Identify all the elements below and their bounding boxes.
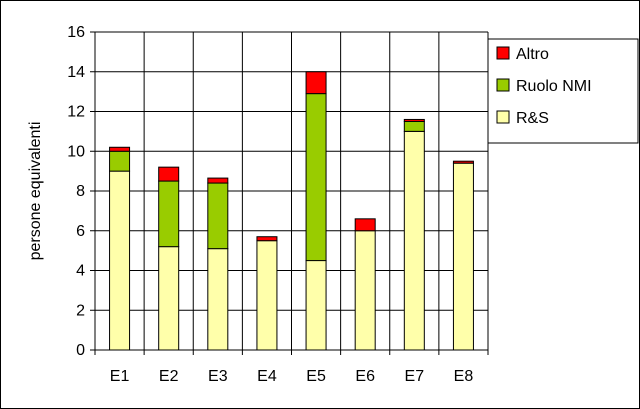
bar-E3-ruolo-nmi — [207, 182, 229, 250]
x-tick-labels: E1 E2 E3 E4 E5 E6 E7 E8 — [110, 368, 474, 385]
x-tick-label: E1 — [110, 368, 130, 385]
bar-E7-ruolo-nmi — [403, 120, 425, 132]
y-tick-label: 8 — [76, 183, 85, 200]
bars — [109, 71, 474, 351]
bar-E4-r-s — [256, 240, 278, 351]
y-tick-label: 14 — [67, 64, 85, 81]
bar-E7-r-s — [403, 130, 425, 351]
y-tick-label: 0 — [76, 342, 85, 359]
legend-label: Ruolo NMI — [516, 78, 592, 95]
gridlines — [94, 31, 489, 351]
bar-E1-altro — [109, 146, 131, 152]
bar-E2-ruolo-nmi — [158, 180, 180, 248]
bar-E5-altro — [305, 71, 327, 95]
legend-swatch — [496, 110, 510, 124]
x-tick-label: E5 — [306, 368, 326, 385]
legend-label: Altro — [516, 46, 549, 63]
axes — [90, 31, 489, 355]
bar-E5-ruolo-nmi — [305, 93, 327, 262]
legend-box — [487, 38, 639, 144]
bar-E3-r-s — [207, 248, 229, 351]
y-tick-label: 4 — [76, 263, 85, 280]
x-tick-label: E6 — [355, 368, 375, 385]
x-tick-label: E7 — [405, 368, 425, 385]
x-tick-label: E3 — [208, 368, 228, 385]
y-tick-label: 12 — [67, 104, 85, 121]
bar-E1-r-s — [109, 170, 131, 351]
legend-swatch — [496, 46, 510, 60]
y-tick-label: 10 — [67, 143, 85, 160]
legend: Altro Ruolo NMI R&S — [487, 38, 639, 144]
bar-E8-altro — [452, 160, 474, 164]
bar-E3-altro — [207, 177, 229, 184]
bar-E8-r-s — [452, 162, 474, 351]
bar-E4-altro — [256, 236, 278, 242]
bar-E1-ruolo-nmi — [109, 150, 131, 172]
x-tick-label: E4 — [257, 368, 277, 385]
y-tick-label: 6 — [76, 223, 85, 240]
bar-E5-r-s — [305, 260, 327, 351]
y-tick-label: 16 — [67, 24, 85, 41]
bar-E7-altro — [403, 118, 425, 122]
legend-swatch — [496, 78, 510, 92]
x-tick-label: E8 — [454, 368, 474, 385]
y-axis-title: persone equivalenti — [27, 122, 44, 261]
x-tick-label: E2 — [159, 368, 179, 385]
y-tick-labels: 0 2 4 6 8 10 12 14 16 — [67, 24, 85, 359]
bar-E6-altro — [354, 218, 376, 232]
bar-E2-altro — [158, 166, 180, 182]
bar-E2-r-s — [158, 246, 180, 351]
y-tick-label: 2 — [76, 302, 85, 319]
bar-E6-r-s — [354, 230, 376, 351]
legend-label: R&S — [516, 110, 549, 127]
